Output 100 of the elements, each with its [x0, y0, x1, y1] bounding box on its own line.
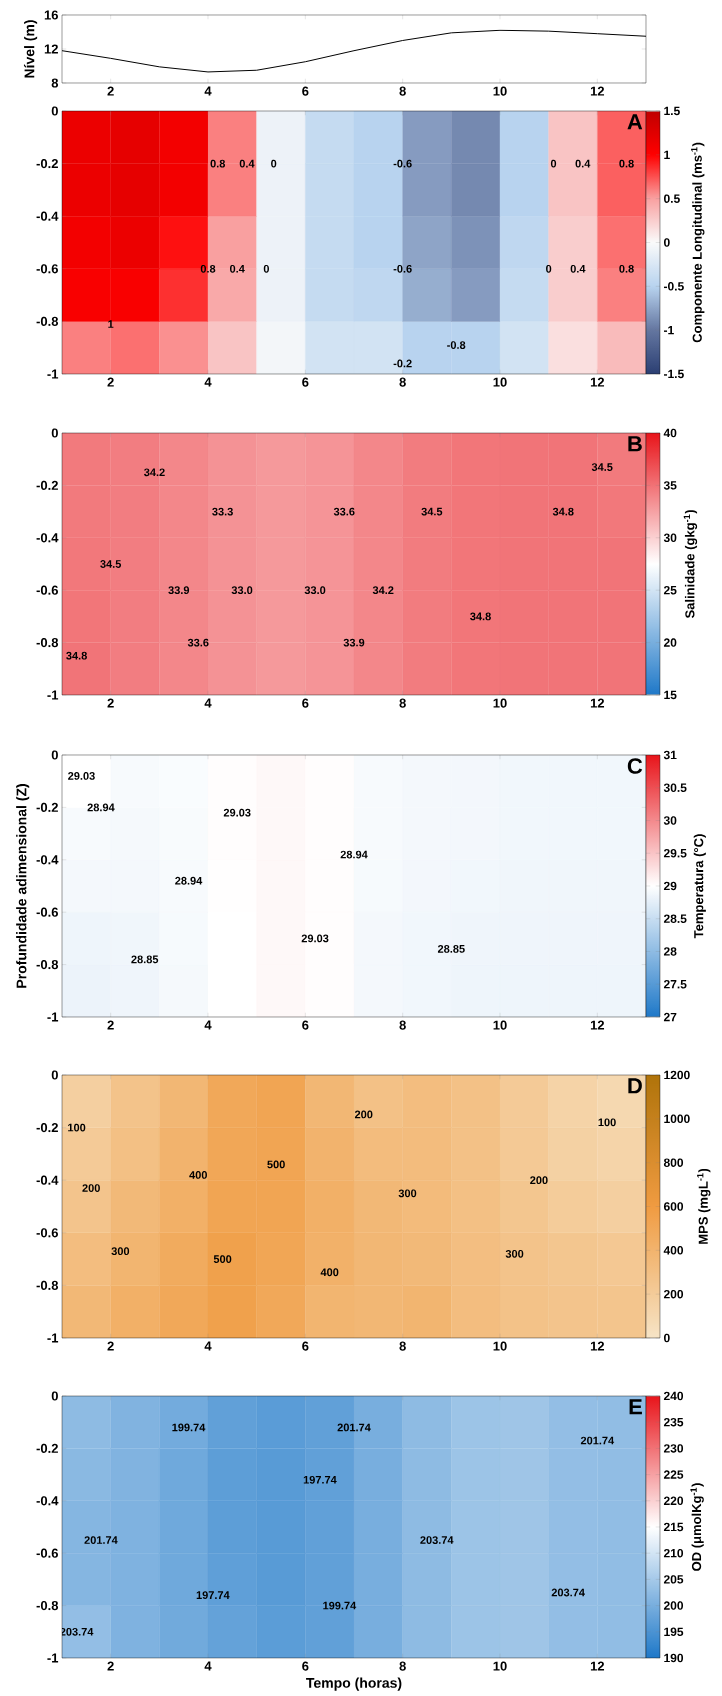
annotation: 28.85	[437, 944, 465, 953]
color-bar-label: 800	[663, 1158, 684, 1167]
x-tick-label: 4	[204, 377, 212, 387]
x-tick-label: 8	[399, 1341, 406, 1351]
annotation: 28.85	[131, 955, 159, 964]
color-bar-label: 27	[663, 1012, 677, 1022]
color-bar-title: Componente Longitudinal (ms$^{-1}$)	[691, 142, 705, 343]
y-tick-label: 0	[51, 750, 58, 760]
y-tick-label: -0.8	[36, 637, 59, 648]
y-tick-label: 16	[44, 10, 58, 20]
annotation: 34.8	[470, 612, 491, 621]
annotation: 201.74	[337, 1423, 371, 1432]
y-tick-label: -0.8	[36, 316, 59, 326]
color-bar-label: 200	[663, 1289, 684, 1299]
color-bar-label: 215	[663, 1522, 684, 1532]
color-bar-label: 1000	[664, 1114, 690, 1124]
y-tick-label: -0.8	[36, 959, 59, 970]
x-axis-title: Tempo (horas)	[306, 1677, 402, 1691]
x-tick-label: 12	[590, 1661, 605, 1671]
color-bar-label: 230	[663, 1444, 684, 1453]
annotation: 29.03	[301, 934, 329, 943]
color-bar-label: 40	[663, 428, 677, 438]
y-tick-label: -0.4	[36, 533, 59, 543]
y-tick-label: -0.8	[36, 1600, 59, 1611]
y-tick-label: -0.6	[36, 264, 58, 274]
annotation: 199.74	[323, 1601, 357, 1610]
x-tick-label: 6	[302, 1661, 309, 1671]
annotation: 33.6	[333, 507, 355, 516]
y-tick-label: -0.2	[36, 802, 58, 812]
x-tick-label: 12	[590, 1341, 605, 1351]
y-tick-label: -0.2	[36, 1443, 58, 1453]
annotation: 33.0	[231, 586, 253, 595]
annotation: 0	[271, 159, 277, 168]
annotation: 100	[598, 1118, 616, 1127]
x-tick-label: 6	[302, 1020, 309, 1030]
y-tick-label: 0	[51, 1391, 58, 1401]
y-tick-label: -0.4	[36, 211, 59, 221]
color-bar-title: Salinidade (gkg$^{-1}$)	[683, 510, 698, 619]
chart-title: D	[628, 1078, 642, 1094]
color-bar-label: 240	[663, 1391, 684, 1401]
x-tick-label: 8	[399, 377, 406, 387]
color-bar-label: 200	[663, 1601, 684, 1610]
annotation: 201.74	[580, 1436, 615, 1445]
annotation: 28.94	[87, 803, 115, 812]
annotation: 28.94	[340, 850, 368, 859]
x-tick-label: 6	[302, 86, 309, 96]
color-bar-label: -0.5	[664, 282, 684, 291]
annotation: -0.2	[393, 359, 412, 368]
color-bar-label: 30.5	[663, 783, 687, 792]
annotation: 197.74	[303, 1475, 337, 1484]
annotation: 201.74	[84, 1536, 118, 1544]
y-tick-label: -0.6	[36, 585, 58, 595]
annotation: 500	[213, 1255, 232, 1263]
color-bar-label: 235	[663, 1417, 684, 1427]
annotation: 33.9	[168, 586, 190, 595]
y-axis-title: Nível (m)	[23, 20, 38, 78]
x-tick-label: 10	[493, 1341, 507, 1351]
color-bar-label: 1.5	[664, 106, 680, 116]
annotation: 0.8	[200, 264, 216, 273]
x-tick-label: 12	[590, 86, 605, 96]
annotation: 0.8	[210, 159, 226, 168]
x-tick-label: 8	[399, 1020, 406, 1030]
annotation: -0.6	[393, 264, 412, 273]
color-bar-label: -1.5	[664, 369, 684, 379]
x-tick-label: 10	[493, 698, 507, 708]
color-bar-label: 0	[664, 1333, 670, 1343]
annotation: 0	[263, 264, 269, 273]
color-bar-label: 210	[663, 1548, 684, 1558]
y-tick-label: -1	[47, 690, 59, 700]
y-tick-label: -0.2	[36, 1122, 58, 1133]
chart-title: C	[627, 758, 643, 774]
y-tick-label: -0.4	[36, 1175, 59, 1185]
annotation: 203.74	[551, 1588, 585, 1597]
y-tick-label: -1	[47, 1333, 59, 1343]
y-tick-label: 12	[44, 44, 58, 54]
x-tick-label: 8	[399, 698, 406, 708]
annotation: 33.3	[212, 507, 233, 516]
x-tick-label: 2	[107, 1020, 114, 1030]
x-tick-label: 6	[302, 1341, 309, 1351]
annotation: 0.8	[619, 159, 634, 168]
chart-title: A	[627, 114, 643, 130]
annotation: 29.03	[223, 808, 251, 817]
annotation: 0.4	[570, 264, 586, 273]
annotation: 0.4	[229, 264, 245, 273]
color-bar-label: 35	[663, 481, 677, 490]
annotation: 34.5	[591, 463, 613, 471]
y-tick-label: -0.2	[36, 480, 58, 490]
annotation: 33.0	[304, 586, 326, 595]
y-tick-label: 0	[51, 1070, 58, 1080]
color-bar-label: 1200	[664, 1070, 690, 1080]
annotation: 0.4	[239, 159, 255, 168]
color-bar-label: 20	[663, 638, 677, 647]
color-bar-label: 28.5	[663, 914, 687, 923]
annotation: 200	[530, 1176, 548, 1185]
x-tick-label: 12	[590, 377, 605, 387]
color-bar-label: 30	[663, 533, 677, 543]
y-axis-title: Profundidade adimensional (Z)	[16, 784, 30, 988]
color-bar-label: 28	[663, 947, 677, 956]
x-tick-label: 8	[399, 86, 406, 96]
x-tick-label: 8	[399, 1661, 406, 1671]
